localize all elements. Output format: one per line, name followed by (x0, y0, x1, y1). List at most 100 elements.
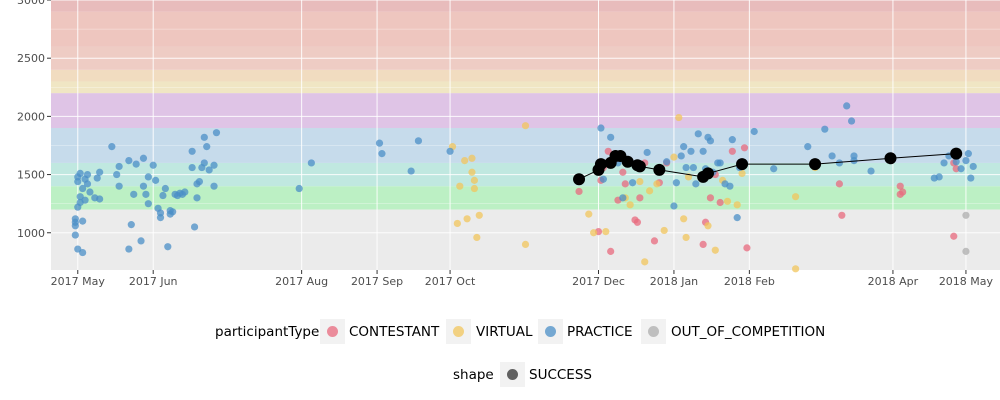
point-practice-120 (957, 165, 965, 173)
point-practice-36 (144, 200, 152, 208)
x-tick-label-1: 2017 Jun (129, 275, 178, 288)
point-practice-3 (71, 231, 79, 239)
point-practice-101 (728, 136, 736, 144)
point-contestant-20 (706, 194, 715, 202)
point-practice-67 (212, 129, 221, 137)
point-practice-73 (414, 137, 423, 145)
legend-label-contestant: CONTESTANT (349, 324, 440, 340)
legend-color-title: participantType (215, 324, 319, 340)
point-practice-37 (144, 173, 152, 181)
point-practice-108 (828, 152, 836, 160)
point-practice-21 (96, 168, 104, 176)
point-practice-20 (93, 174, 101, 182)
point-practice-43 (159, 191, 167, 200)
legend-key-virtual (453, 326, 464, 337)
point-practice-92 (699, 147, 707, 155)
point-virtual-29 (711, 246, 719, 254)
rating-history-point-0 (573, 173, 586, 186)
point-practice-17 (83, 170, 92, 179)
point-practice-61 (200, 159, 208, 167)
legend-label-success: SUCCESS (529, 367, 592, 383)
point-virtual-18 (636, 177, 644, 186)
point-practice-109 (835, 159, 844, 167)
point-contestant-5 (607, 247, 615, 255)
y-tick-label-0: 1000 (17, 227, 45, 240)
point-practice-23 (108, 143, 116, 151)
point-contestant-26 (835, 180, 844, 188)
point-contestant-31 (950, 232, 958, 240)
y-tick-label-1: 1500 (17, 169, 45, 182)
point-virtual-33 (738, 169, 746, 178)
point-practice-16 (83, 180, 92, 188)
point-contestant-22 (716, 198, 724, 207)
rating-history-point-13 (809, 158, 822, 171)
point-virtual-17 (626, 201, 634, 209)
x-tick-label-3: 2017 Sep (351, 275, 403, 288)
point-practice-72 (407, 167, 415, 175)
x-tick-label-8: 2018 Apr (868, 275, 919, 288)
point-practice-71 (378, 150, 386, 158)
point-practice-107 (821, 125, 829, 133)
point-virtual-22 (660, 226, 668, 235)
point-practice-90 (692, 180, 700, 188)
point-practice-68 (295, 184, 303, 193)
point-contestant-25 (743, 244, 751, 252)
point-practice-89 (689, 163, 698, 172)
point-practice-24 (113, 170, 121, 179)
point-virtual-34 (792, 193, 800, 201)
point-virtual-13 (585, 210, 593, 218)
point-out-of-competition-1 (962, 247, 970, 255)
point-practice-39 (152, 176, 160, 184)
point-virtual-35 (792, 265, 800, 273)
point-virtual-7 (470, 176, 478, 184)
point-practice-38 (149, 161, 157, 169)
rating-history-point-9 (653, 163, 666, 176)
axes: 1000 1500 2000 2500 3000 2017 May 2017 Jun 2017… (17, 0, 994, 288)
point-practice-113 (850, 152, 858, 160)
point-practice-77 (607, 133, 615, 141)
rating-history-point-14 (884, 152, 897, 165)
point-practice-30 (130, 190, 138, 198)
point-virtual-28 (704, 222, 712, 230)
point-practice-25 (115, 162, 123, 171)
point-contestant-8 (619, 168, 627, 176)
point-virtual-4 (463, 215, 471, 223)
point-practice-54 (188, 147, 196, 155)
point-practice-104 (750, 127, 758, 136)
x-tick-label-4: 2017 Oct (425, 275, 476, 288)
point-practice-56 (190, 223, 199, 231)
rating-history-point-2 (594, 158, 607, 171)
y-tick-label-2: 2000 (17, 110, 45, 123)
rating-history-point-12 (736, 158, 749, 171)
point-practice-111 (847, 117, 856, 125)
rating-history-point-11 (702, 167, 714, 180)
legend-key-contestant (327, 326, 338, 337)
point-virtual-21 (653, 180, 661, 188)
point-practice-86 (680, 143, 688, 151)
point-practice-69 (307, 159, 315, 167)
point-practice-106 (804, 143, 812, 151)
rating-history (573, 147, 963, 186)
point-contestant-9 (621, 180, 629, 188)
point-practice-84 (672, 179, 680, 187)
point-practice-65 (210, 161, 218, 169)
point-virtual-3 (461, 157, 469, 165)
point-virtual-12 (521, 240, 530, 248)
point-practice-28 (125, 245, 133, 253)
point-virtual-25 (680, 215, 688, 223)
legend-key-success (507, 369, 518, 380)
point-practice-70 (375, 139, 384, 147)
point-practice-123 (967, 174, 975, 182)
point-virtual-2 (456, 182, 464, 190)
point-contestant-24 (740, 144, 749, 152)
rating-history-point-8 (633, 160, 646, 173)
point-virtual-8 (470, 184, 478, 193)
point-practice-1 (71, 215, 79, 223)
point-practice-35 (142, 190, 150, 198)
point-virtual-31 (723, 197, 732, 205)
x-tick-label-5: 2017 Dec (572, 275, 625, 288)
point-practice-13 (79, 184, 87, 193)
point-practice-27 (125, 157, 133, 165)
point-practice-53 (181, 188, 189, 196)
